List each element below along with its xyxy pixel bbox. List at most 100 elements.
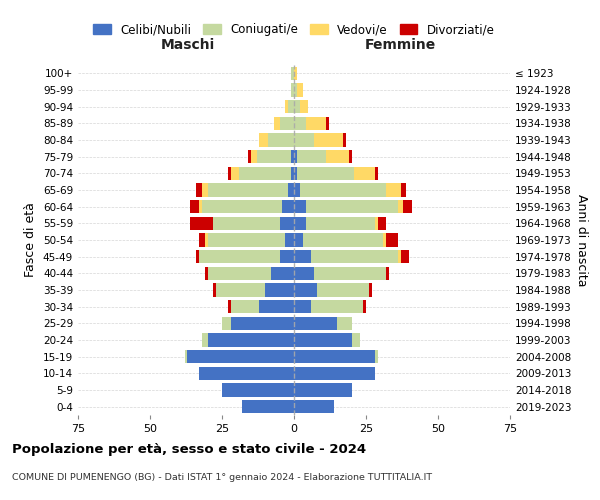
Bar <box>199 250 280 264</box>
Bar <box>386 266 389 280</box>
Bar <box>294 166 297 180</box>
Bar <box>214 216 280 230</box>
Bar <box>228 166 230 180</box>
Bar <box>248 150 251 164</box>
Bar <box>214 284 216 296</box>
Text: Femmine: Femmine <box>365 38 436 52</box>
Bar <box>196 184 202 196</box>
Bar <box>271 266 294 280</box>
Bar <box>230 300 259 314</box>
Y-axis label: Anni di nascita: Anni di nascita <box>575 194 588 286</box>
Bar <box>259 300 294 314</box>
Y-axis label: Fasce di età: Fasce di età <box>25 202 37 278</box>
Bar <box>305 200 398 213</box>
Bar <box>294 334 352 346</box>
Bar <box>208 234 286 246</box>
Bar <box>283 200 294 213</box>
Bar <box>386 184 401 196</box>
Bar <box>288 100 294 114</box>
Bar <box>268 134 294 146</box>
Legend: Celibi/Nubili, Coniugati/e, Vedovi/e, Divorziati/e: Celibi/Nubili, Coniugati/e, Vedovi/e, Di… <box>89 18 499 41</box>
Bar <box>355 166 374 180</box>
Bar <box>294 234 302 246</box>
Bar <box>286 100 288 114</box>
Bar <box>288 184 294 196</box>
Bar <box>280 116 294 130</box>
Bar <box>216 284 265 296</box>
Bar <box>398 250 401 264</box>
Bar <box>205 266 208 280</box>
Bar <box>205 234 208 246</box>
Bar <box>291 84 294 96</box>
Bar <box>294 250 311 264</box>
Bar <box>398 200 403 213</box>
Bar <box>280 250 294 264</box>
Bar <box>403 200 412 213</box>
Bar <box>374 216 377 230</box>
Bar <box>222 384 294 396</box>
Bar <box>300 100 308 114</box>
Bar <box>294 384 352 396</box>
Bar <box>286 234 294 246</box>
Bar <box>374 166 377 180</box>
Bar <box>280 216 294 230</box>
Bar <box>297 150 326 164</box>
Bar <box>239 166 291 180</box>
Bar <box>326 150 349 164</box>
Bar <box>294 66 297 80</box>
Bar <box>230 166 239 180</box>
Bar <box>294 316 337 330</box>
Bar <box>265 284 294 296</box>
Bar <box>294 200 305 213</box>
Bar <box>337 316 352 330</box>
Bar <box>300 184 386 196</box>
Bar <box>294 284 317 296</box>
Bar <box>401 184 406 196</box>
Bar <box>302 234 383 246</box>
Bar <box>208 266 271 280</box>
Bar <box>230 316 294 330</box>
Bar <box>294 400 334 413</box>
Bar <box>291 66 294 80</box>
Bar <box>242 400 294 413</box>
Text: Popolazione per età, sesso e stato civile - 2024: Popolazione per età, sesso e stato civil… <box>12 442 366 456</box>
Bar <box>317 284 369 296</box>
Bar <box>311 250 398 264</box>
Bar <box>294 350 374 364</box>
Bar <box>190 216 214 230</box>
Bar <box>228 300 230 314</box>
Bar <box>291 166 294 180</box>
Bar <box>401 250 409 264</box>
Bar <box>369 284 372 296</box>
Text: COMUNE DI PUMENENGO (BG) - Dati ISTAT 1° gennaio 2024 - Elaborazione TUTTITALIA.: COMUNE DI PUMENENGO (BG) - Dati ISTAT 1°… <box>12 472 432 482</box>
Bar <box>343 134 346 146</box>
Bar <box>294 366 374 380</box>
Bar <box>294 216 305 230</box>
Bar <box>294 150 297 164</box>
Bar <box>383 234 386 246</box>
Text: Maschi: Maschi <box>160 38 215 52</box>
Bar <box>251 150 257 164</box>
Bar <box>222 316 230 330</box>
Bar <box>297 166 355 180</box>
Bar <box>297 84 302 96</box>
Bar <box>314 134 343 146</box>
Bar <box>326 116 329 130</box>
Bar <box>259 134 268 146</box>
Bar <box>294 184 300 196</box>
Bar <box>187 350 294 364</box>
Bar <box>199 366 294 380</box>
Bar <box>352 334 360 346</box>
Bar <box>305 216 374 230</box>
Bar <box>202 184 208 196</box>
Bar <box>274 116 280 130</box>
Bar <box>363 300 366 314</box>
Bar <box>196 250 199 264</box>
Bar <box>190 200 199 213</box>
Bar <box>257 150 291 164</box>
Bar <box>294 84 297 96</box>
Bar <box>294 100 300 114</box>
Bar <box>291 150 294 164</box>
Bar <box>202 200 283 213</box>
Bar <box>294 300 311 314</box>
